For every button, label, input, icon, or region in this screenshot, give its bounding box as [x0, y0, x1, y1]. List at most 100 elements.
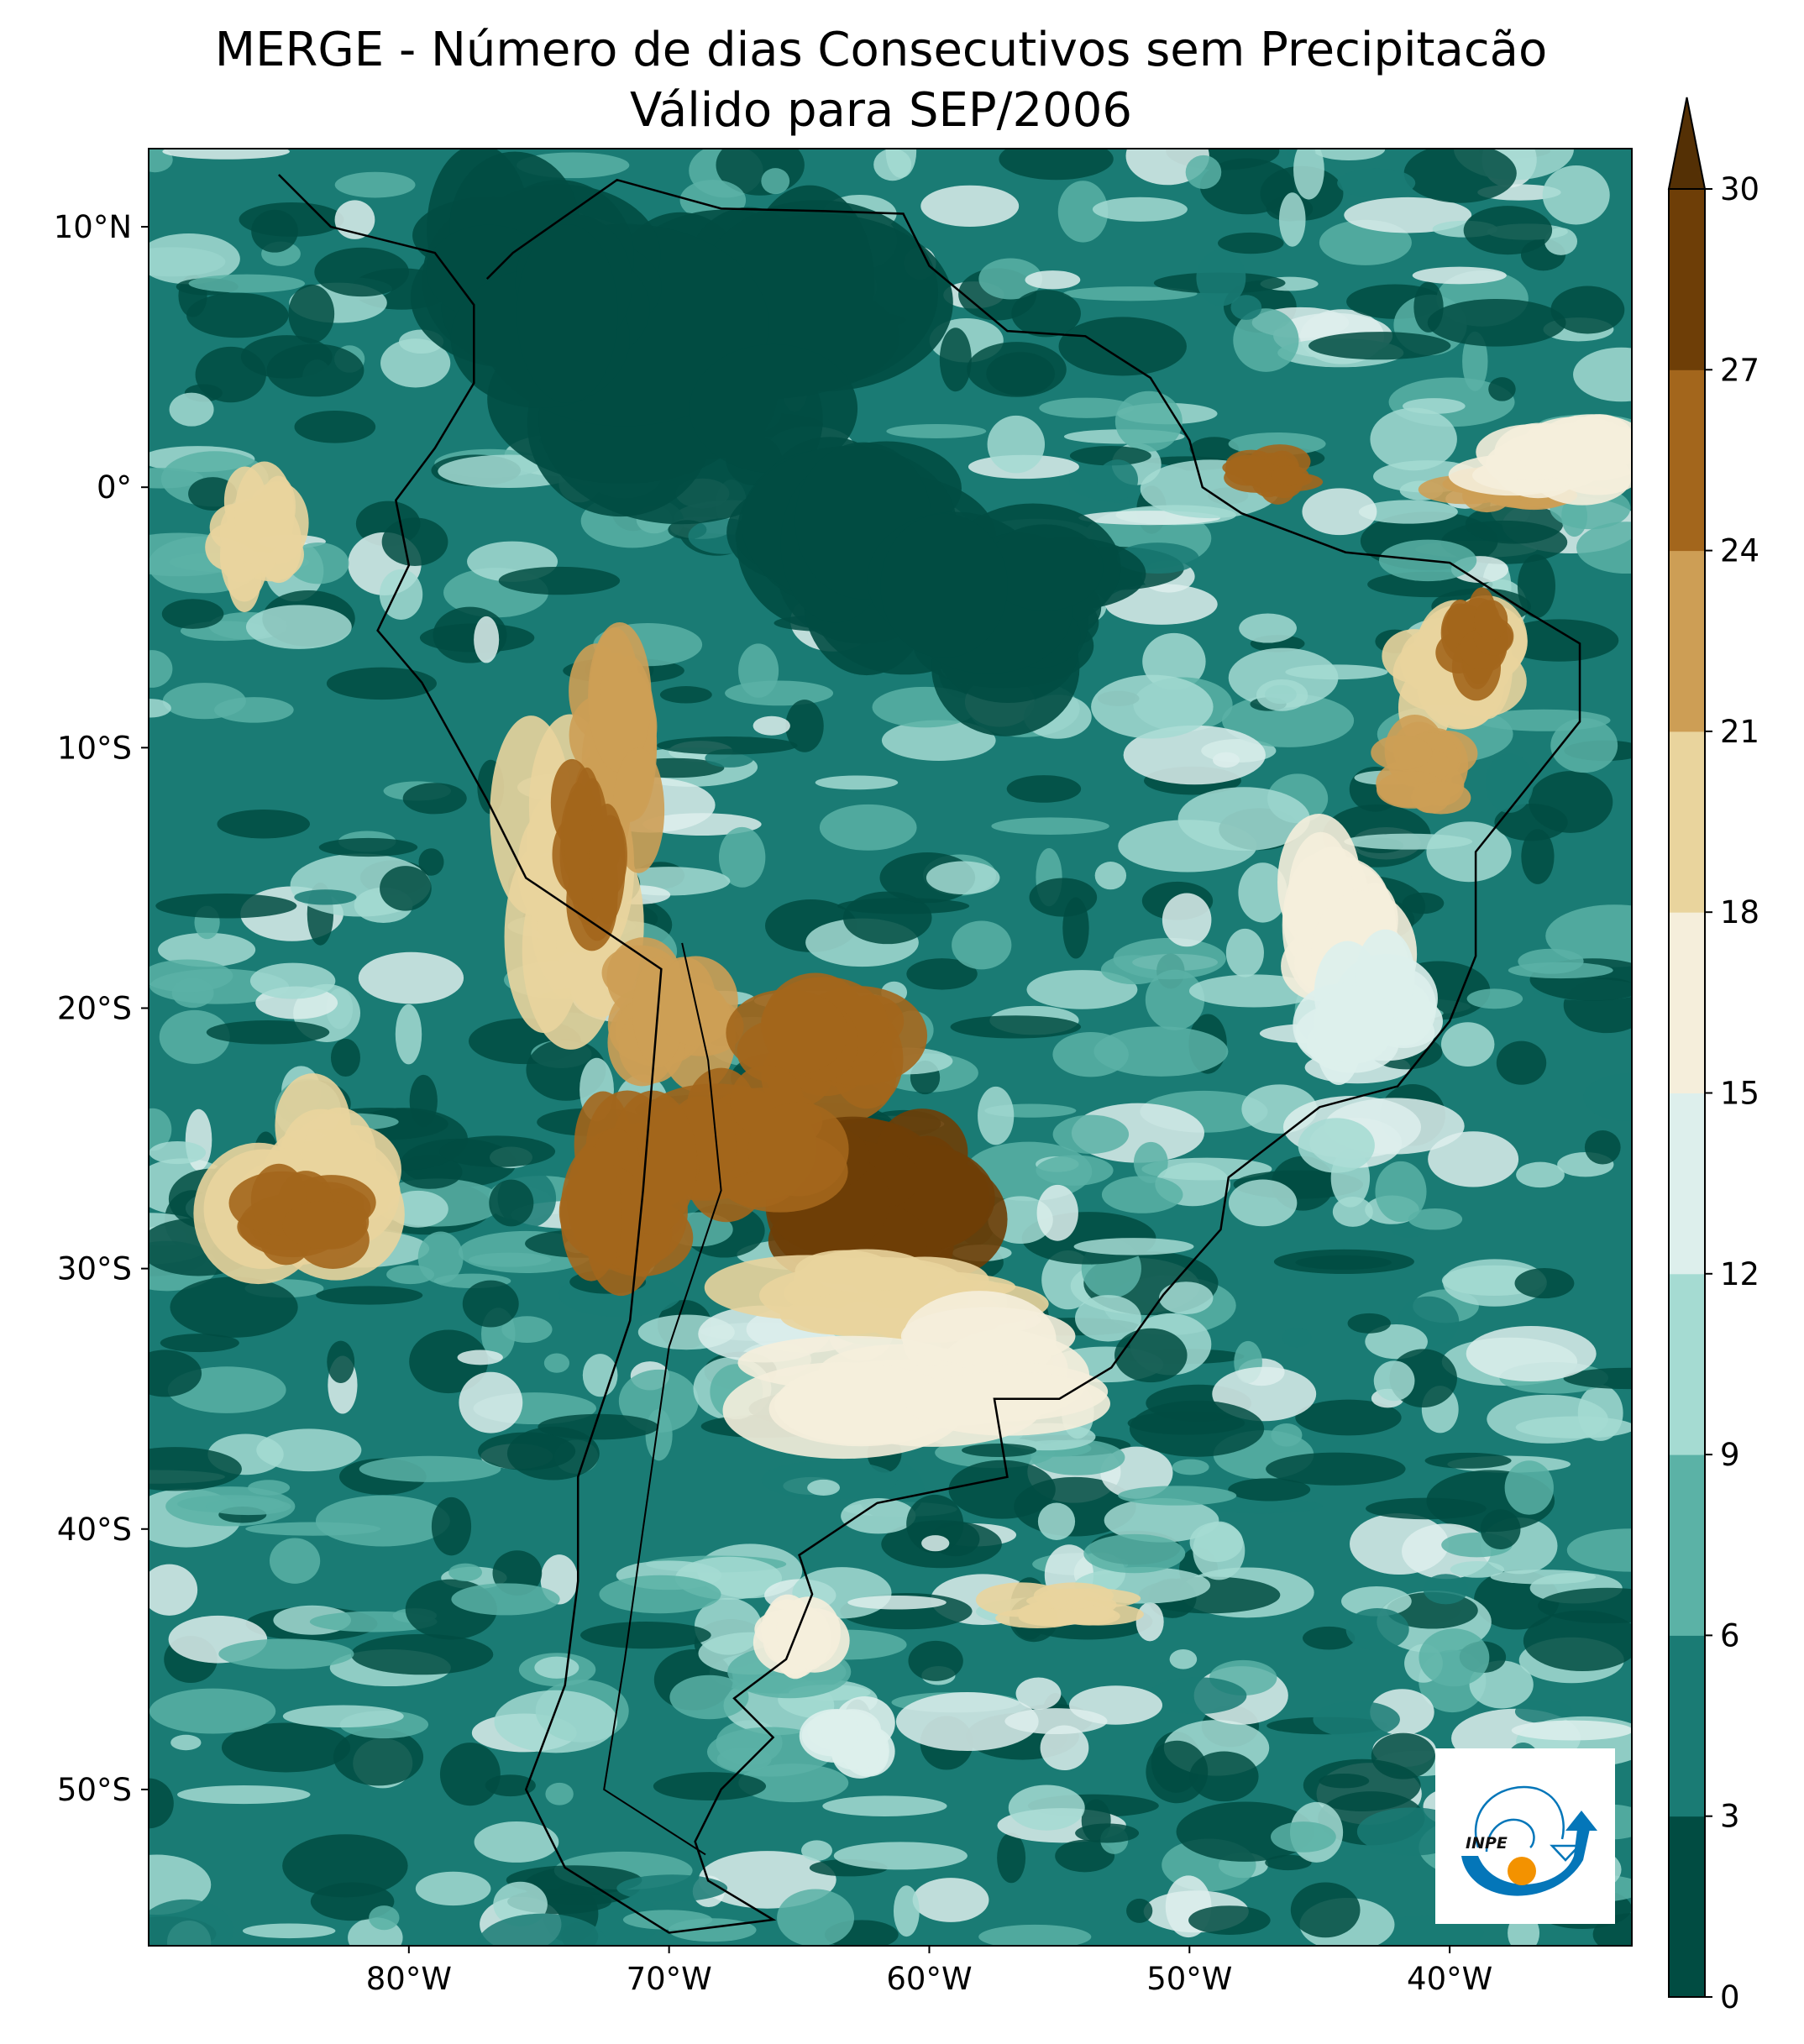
arrow-up-icon: [1565, 1811, 1597, 1831]
field-patch: [149, 1778, 174, 1829]
coastline: [278, 174, 1581, 1934]
lat-tick-label: 30°S: [57, 1251, 132, 1287]
field-patch: [978, 1924, 1092, 1946]
field-patch: [777, 1889, 854, 1946]
field-patch: [256, 1428, 362, 1472]
field-patch: [1516, 1161, 1565, 1188]
field-patch: [1039, 397, 1135, 418]
field-patch: [1092, 197, 1188, 222]
field-patch: [1004, 1708, 1108, 1735]
field-patch: [1169, 1649, 1198, 1669]
colorbar-tick-label: 6: [1720, 1617, 1740, 1654]
field-patch: [149, 1350, 202, 1397]
field-patch: [926, 861, 1000, 894]
field-patch: [309, 1611, 438, 1633]
field-patch: [1239, 613, 1297, 643]
swirl-icon: [1474, 1785, 1565, 1848]
lat-tick-label: 10°S: [57, 730, 132, 766]
field-patch: [1093, 1026, 1229, 1077]
field-patch: [1189, 437, 1240, 461]
lat-tick-label: 10°N: [54, 209, 132, 245]
field-patch: [409, 1329, 489, 1394]
field-patch: [659, 686, 712, 704]
dry-region-patch: [805, 1249, 929, 1293]
dry-region-patch: [776, 1596, 841, 1669]
field-patch: [1514, 1268, 1575, 1299]
chart-title: MERGE - Número de dias Consecutivos sem …: [214, 23, 1548, 77]
lon-tick-label: 70°W: [627, 1961, 712, 1997]
lon-tick-label: 40°W: [1407, 1961, 1492, 1997]
field-patch: [1185, 155, 1222, 190]
field-patch: [318, 837, 418, 857]
south-america-outline: [278, 174, 1581, 1934]
field-patch: [217, 809, 311, 839]
field-patch: [1040, 1725, 1089, 1771]
field-patch: [819, 804, 917, 851]
field-patch: [1365, 1324, 1428, 1360]
field-patch: [616, 1874, 728, 1902]
colorbar-tick-label: 0: [1720, 1979, 1740, 2015]
field-patch: [967, 342, 1067, 397]
field-patch: [170, 1276, 298, 1338]
field-patch: [545, 1782, 574, 1806]
field-patch: [761, 1460, 898, 1500]
field-patch: [1159, 1281, 1214, 1315]
field-patch: [738, 643, 779, 698]
field-patch: [170, 1734, 202, 1751]
dry-region-patch: [722, 1361, 964, 1460]
lon-tick-label: 50°W: [1146, 1961, 1232, 1997]
field-patch: [1347, 1313, 1391, 1334]
dry-region-patch: [779, 1297, 906, 1335]
field-patch: [205, 1497, 291, 1516]
field-patch: [1511, 1720, 1632, 1741]
field-patch: [334, 171, 416, 198]
map-frame: [148, 148, 1633, 1947]
colorbar-tick-label: 27: [1720, 352, 1759, 388]
field-patch: [221, 1722, 351, 1773]
field-patch: [155, 894, 297, 919]
field-patch: [415, 1871, 491, 1906]
field-patch: [543, 1353, 570, 1373]
field-patch: [149, 1899, 233, 1946]
field-patch: [380, 866, 432, 911]
field-patch: [149, 959, 233, 993]
field-patch: [195, 346, 266, 403]
field-patch: [847, 1595, 947, 1610]
field-patch: [245, 605, 352, 649]
field-patch: [1075, 1823, 1140, 1843]
colorbar-segment: [1669, 1273, 1705, 1455]
field-patch: [269, 1538, 321, 1584]
field-patch: [669, 1675, 749, 1720]
field-patch: [242, 1923, 336, 1939]
dry-region-patch: [653, 956, 738, 1046]
field-patch: [381, 517, 448, 566]
field-patch: [1319, 1774, 1370, 1789]
field-patch: [1313, 149, 1386, 161]
field-patch: [1403, 149, 1517, 203]
field-patch: [369, 1905, 400, 1931]
field-patch: [885, 149, 917, 178]
field-patch: [186, 292, 289, 338]
field-patch: [1295, 1255, 1392, 1270]
field-patch: [1313, 1701, 1400, 1738]
field-patch: [1490, 1570, 1597, 1585]
field-patch: [176, 1785, 311, 1805]
inpe-logo: INPE: [1435, 1748, 1615, 1924]
logo-text: INPE: [1466, 1834, 1508, 1853]
field-patch: [333, 1727, 424, 1786]
field-patch: [1133, 1141, 1168, 1183]
field-patch: [1197, 1498, 1323, 1514]
field-patch: [1266, 1452, 1406, 1486]
field-patch: [245, 1522, 381, 1536]
field-patch: [162, 683, 246, 720]
dry-region-patch: [726, 989, 848, 1077]
field-patch: [1057, 181, 1109, 243]
field-patch: [1466, 988, 1523, 1009]
field-patch: [753, 715, 790, 736]
field-patch: [1008, 1785, 1085, 1831]
field-patch: [991, 817, 1109, 835]
field-patch: [1488, 377, 1516, 401]
field-patch: [1123, 725, 1266, 785]
field-patch: [1225, 928, 1264, 977]
field-patch: [1073, 1238, 1194, 1255]
